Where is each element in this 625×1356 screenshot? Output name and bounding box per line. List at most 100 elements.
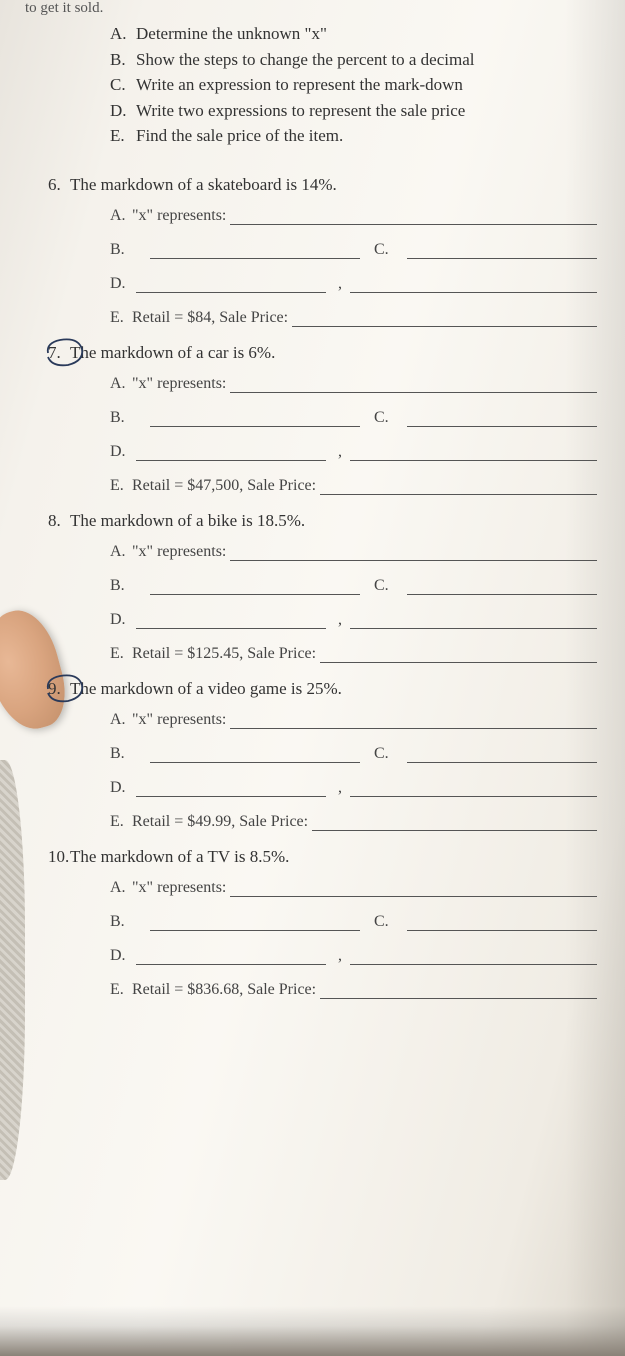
instruction-letter: E.: [110, 123, 136, 149]
blank-line: [312, 815, 597, 831]
comma-sep: ,: [338, 443, 342, 461]
instruction-text: Find the sale price of the item.: [136, 123, 343, 149]
blank-line: [150, 243, 360, 259]
problem-text: The markdown of a video game is 25%.: [70, 679, 342, 699]
comma-sep: ,: [338, 779, 342, 797]
problem-title: 9.The markdown of a video game is 25%.: [70, 679, 597, 699]
problem-text: The markdown of a skateboard is 14%.: [70, 175, 337, 195]
sub-letter: E.: [110, 477, 132, 495]
problem-text: The markdown of a car is 6%.: [70, 343, 275, 363]
blank-line: [350, 445, 597, 461]
sub-letter: E.: [110, 981, 132, 999]
sub-a: A."x" represents:: [110, 879, 597, 897]
sub-a-text: "x" represents:: [132, 207, 226, 225]
sub-e-text: Retail = $125.45, Sale Price:: [132, 645, 316, 663]
blank-line: [350, 781, 597, 797]
sub-bc-row: B. C.: [110, 913, 597, 931]
sub-d: D.,: [110, 779, 597, 797]
comma-sep: ,: [338, 611, 342, 629]
sub-a: A."x" represents:: [110, 711, 597, 729]
sub-letter: D.: [110, 443, 132, 461]
sub-letter: A.: [110, 711, 132, 729]
sub-d: D.,: [110, 443, 597, 461]
sub-bc-row: B. C.: [110, 745, 597, 763]
problem-text: The markdown of a TV is 8.5%.: [70, 847, 289, 867]
instruction-letter: D.: [110, 98, 136, 124]
blank-line: [320, 983, 597, 999]
blank-line: [350, 613, 597, 629]
blank-line: [407, 243, 597, 259]
sub-e-text: Retail = $49.99, Sale Price:: [132, 813, 308, 831]
instruction-line: E.Find the sale price of the item.: [110, 123, 597, 149]
problem-title: 6.The markdown of a skateboard is 14%.: [70, 175, 597, 195]
sub-letter: B.: [110, 241, 132, 259]
blank-line: [230, 209, 597, 225]
sub-letter: A.: [110, 207, 132, 225]
bottom-edge-artifact: [0, 1306, 625, 1356]
blank-line: [320, 479, 597, 495]
comma-sep: ,: [338, 947, 342, 965]
sub-bc-row: B. C.: [110, 241, 597, 259]
sub-letter: E.: [110, 813, 132, 831]
problem-number: 10.: [48, 847, 70, 867]
sub-a-text: "x" represents:: [132, 543, 226, 561]
sub-e: E.Retail = $125.45, Sale Price:: [110, 645, 597, 663]
sub-a: A."x" represents:: [110, 375, 597, 393]
cropped-text-top: to get it sold.: [25, 0, 597, 17]
instruction-letter: A.: [110, 21, 136, 47]
sub-letter: A.: [110, 543, 132, 561]
sub-letter: B.: [110, 577, 132, 595]
instruction-text: Show the steps to change the percent to …: [136, 47, 474, 73]
sub-letter: B.: [110, 409, 132, 427]
problem: 9.The markdown of a video game is 25%. A.…: [70, 679, 597, 831]
blank-line: [230, 377, 597, 393]
sub-letter-c: C.: [374, 745, 389, 763]
sub-bc-row: B. C.: [110, 409, 597, 427]
sub-e: E.Retail = $49.99, Sale Price:: [110, 813, 597, 831]
instructions-list: A.Determine the unknown "x"B.Show the st…: [110, 21, 597, 149]
sub-d: D.,: [110, 275, 597, 293]
blank-line: [230, 545, 597, 561]
problem-number: 8.: [48, 511, 70, 531]
sub-e-text: Retail = $836.68, Sale Price:: [132, 981, 316, 999]
sub-letter: E.: [110, 645, 132, 663]
blank-line: [292, 311, 597, 327]
sub-letter: D.: [110, 611, 132, 629]
sub-letter-c: C.: [374, 241, 389, 259]
blank-line: [150, 411, 360, 427]
blank-line: [350, 949, 597, 965]
blank-line: [150, 579, 360, 595]
sub-e: E.Retail = $836.68, Sale Price:: [110, 981, 597, 999]
problem: 8.The markdown of a bike is 18.5%.A."x" …: [70, 511, 597, 663]
problem: 6.The markdown of a skateboard is 14%. A.…: [70, 175, 597, 327]
problem-number: 6.: [48, 175, 70, 195]
instruction-line: A.Determine the unknown "x": [110, 21, 597, 47]
problem-title: 7.The markdown of a car is 6%.: [70, 343, 597, 363]
blank-line: [407, 579, 597, 595]
sub-letter: B.: [110, 913, 132, 931]
blank-line: [407, 915, 597, 931]
instruction-text: Write an expression to represent the mar…: [136, 72, 463, 98]
blank-line: [350, 277, 597, 293]
sub-e: E.Retail = $84, Sale Price:: [110, 309, 597, 327]
sub-letter: D.: [110, 275, 132, 293]
blank-line: [407, 411, 597, 427]
sub-a-text: "x" represents:: [132, 879, 226, 897]
sub-letter-c: C.: [374, 409, 389, 427]
sub-e-text: Retail = $47,500, Sale Price:: [132, 477, 316, 495]
problem-text: The markdown of a bike is 18.5%.: [70, 511, 305, 531]
problem-number: 9.: [48, 679, 70, 699]
instruction-text: Determine the unknown "x": [136, 21, 327, 47]
problem: 7.The markdown of a car is 6%. A."x" repr…: [70, 343, 597, 495]
blank-line: [230, 713, 597, 729]
sub-a-text: "x" represents:: [132, 711, 226, 729]
sub-letter-c: C.: [374, 913, 389, 931]
blank-line: [136, 277, 326, 293]
blank-line: [150, 915, 360, 931]
instruction-letter: C.: [110, 72, 136, 98]
sub-letter: E.: [110, 309, 132, 327]
sub-letter: B.: [110, 745, 132, 763]
blank-line: [136, 445, 326, 461]
sub-d: D.,: [110, 947, 597, 965]
sub-a: A."x" represents:: [110, 543, 597, 561]
